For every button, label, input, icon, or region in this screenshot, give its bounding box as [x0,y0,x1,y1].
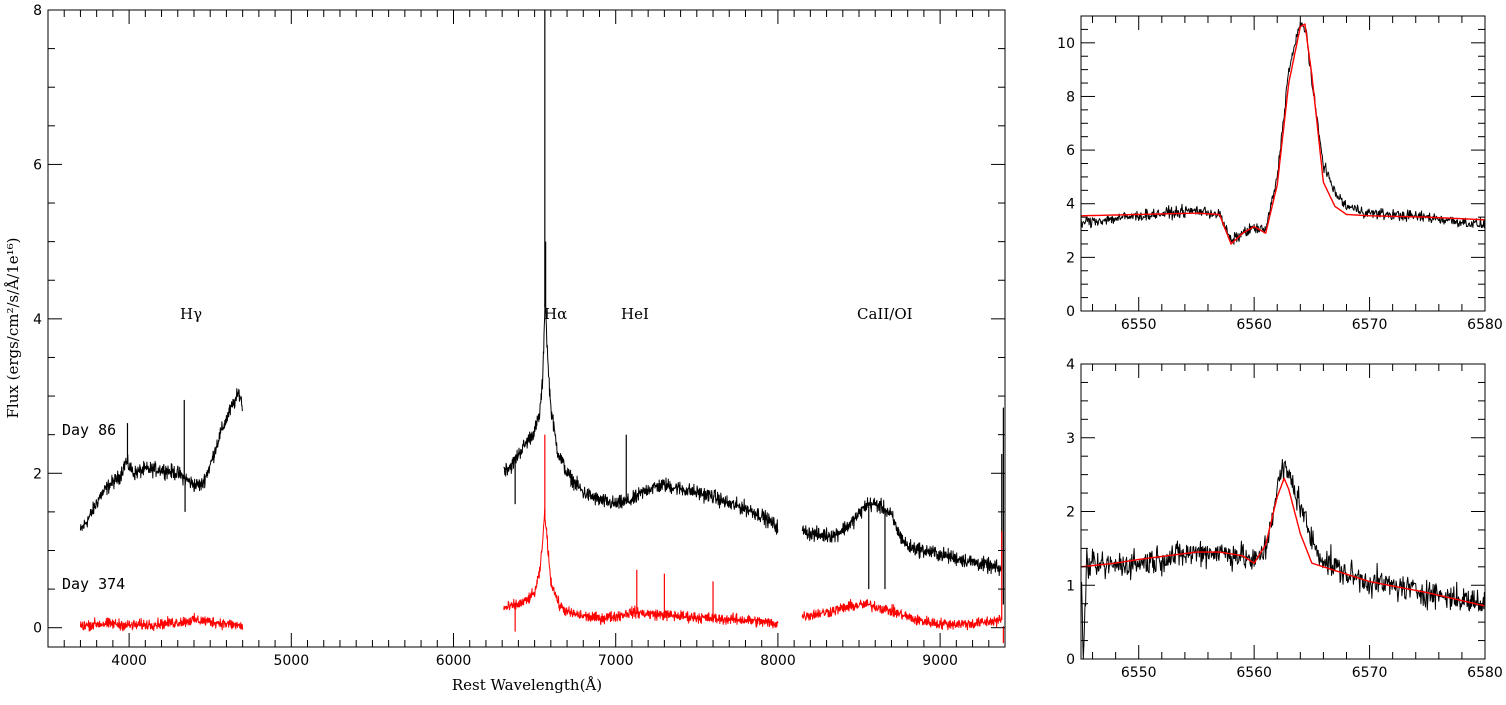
bottom-inset-axes-group: 6550 6560 6570 6580 0 1 2 3 4 [1066,357,1503,681]
top-inset-axes-group: 6550 6560 6570 6580 0 2 4 6 8 10 [1057,15,1503,333]
main-axes-group: 4000 5000 6000 7000 8000 9000 0 2 4 6 8 [33,3,1006,669]
top-inset-x-tick-label: 6580 [1467,317,1503,333]
top-inset-y-tick-label: 8 [1066,89,1075,105]
main-y-tick-label: 0 [33,621,42,637]
top-inset-y-tick-label: 0 [1066,304,1075,320]
bottom-inset-x-tick-label: 6580 [1467,665,1503,681]
bottom-inset-y-tick-label: 1 [1066,578,1075,594]
main-y-tick-label: 6 [33,157,42,173]
bottom-inset-series-group [1081,459,1485,659]
main-y-tick-label: 2 [33,466,42,482]
main-x-axis-label: Rest Wavelength(Å) [452,676,602,694]
top-inset-model-line-0 [1081,23,1485,245]
top-inset-series-group [1081,21,1485,245]
bottom-inset-x-tick-label: 6550 [1121,665,1157,681]
main-day-86-line-0 [79,388,244,531]
main-day-374-line-1 [503,508,779,629]
top-inset-y-tick-label: 2 [1066,250,1075,266]
bottom-inset-x-tick-label: 6560 [1236,665,1272,681]
bottom-inset-x-tick-label: 6570 [1352,665,1388,681]
annotation-h-gamma: Hγ [180,305,202,323]
bottom-inset-observed-line-0 [1081,459,1485,659]
bottom-inset-panel: 6550 6560 6570 6580 0 1 2 3 4 [1066,357,1503,681]
main-y-axis-label: Flux (ergs/cm²/s/Å/1e¹⁶) [4,238,22,419]
top-inset-y-tick-label: 10 [1057,36,1075,52]
main-y-tick-label: 8 [33,3,42,19]
main-x-tick-label: 9000 [922,653,958,669]
annotation-h-alpha: Hα [544,305,567,323]
bottom-inset-y-tick-label: 2 [1066,505,1075,521]
bottom-inset-frame [1080,363,1486,660]
main-x-tick-label: 4000 [111,653,147,669]
series-label-day-86: Day 86 [62,421,116,439]
main-frame [47,9,1006,648]
annotation-caii-oi: CaII/OI [857,305,913,323]
main-y-tick-label: 4 [33,312,42,328]
bottom-inset-y-tick-label: 3 [1066,431,1075,447]
top-inset-y-tick-label: 4 [1066,197,1075,213]
main-day-86-line-2 [801,497,1003,577]
top-inset-observed-line-0 [1081,21,1485,245]
bottom-inset-y-tick-label: 0 [1066,652,1075,668]
main-day-374-line-2 [801,598,1003,631]
top-inset-x-tick-label: 6570 [1352,317,1388,333]
main-series-group [79,10,1004,644]
main-x-tick-label: 7000 [598,653,634,669]
main-x-tick-label: 8000 [760,653,796,669]
top-inset-frame [1080,15,1486,312]
top-inset-x-tick-label: 6550 [1121,317,1157,333]
main-day-374-line-0 [79,612,244,632]
main-day-86-line-1 [503,300,779,535]
series-label-day-374: Day 374 [62,575,125,593]
annotation-hei: HeI [621,305,649,323]
top-inset-panel: 6550 6560 6570 6580 0 2 4 6 8 10 [1057,15,1503,333]
main-x-tick-label: 6000 [436,653,472,669]
top-inset-x-tick-label: 6560 [1236,317,1272,333]
bottom-inset-y-tick-label: 4 [1066,357,1075,373]
top-inset-y-tick-label: 6 [1066,143,1075,159]
bottom-inset-model-line-0 [1081,477,1485,607]
main-x-tick-label: 5000 [273,653,309,669]
